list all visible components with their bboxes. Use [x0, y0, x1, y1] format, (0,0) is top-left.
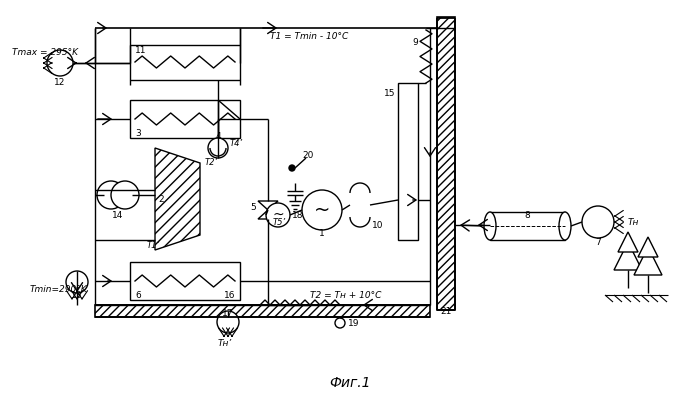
- Text: Tmin=290°K: Tmin=290°K: [30, 286, 87, 295]
- Text: ~: ~: [272, 208, 284, 222]
- Text: T1 = Tmin - 10°C: T1 = Tmin - 10°C: [270, 32, 348, 40]
- Text: T5’: T5’: [273, 217, 286, 227]
- Text: 13: 13: [71, 291, 82, 301]
- Polygon shape: [258, 210, 278, 219]
- Circle shape: [266, 203, 290, 227]
- Text: 8: 8: [524, 211, 530, 219]
- Text: Tн’: Tн’: [218, 339, 232, 348]
- Circle shape: [111, 181, 139, 209]
- Bar: [398, 83, 418, 240]
- Polygon shape: [614, 242, 642, 270]
- Polygon shape: [618, 232, 638, 252]
- Text: 12: 12: [55, 78, 66, 86]
- Text: T2’: T2’: [205, 158, 218, 166]
- Bar: [130, 45, 240, 80]
- Circle shape: [335, 318, 345, 328]
- Text: 18: 18: [292, 211, 303, 219]
- Text: 21: 21: [440, 308, 452, 316]
- Text: 2: 2: [158, 194, 164, 204]
- Circle shape: [208, 138, 228, 158]
- Bar: [490, 212, 565, 240]
- Text: 4: 4: [215, 131, 221, 141]
- Circle shape: [582, 206, 614, 238]
- Bar: [130, 100, 240, 138]
- Text: 14: 14: [113, 211, 124, 219]
- Circle shape: [217, 311, 239, 333]
- Text: 17: 17: [222, 310, 233, 318]
- Bar: [437, 17, 455, 310]
- Ellipse shape: [559, 212, 571, 240]
- Text: ~: ~: [314, 200, 330, 219]
- Text: T4’: T4’: [230, 139, 243, 147]
- Bar: [130, 262, 240, 300]
- Polygon shape: [638, 237, 658, 257]
- Circle shape: [47, 50, 73, 76]
- Text: 5: 5: [250, 202, 256, 211]
- Text: 1: 1: [319, 228, 325, 238]
- Text: 3: 3: [135, 128, 140, 137]
- Circle shape: [302, 190, 342, 230]
- Text: Tmax = 295°K: Tmax = 295°K: [12, 48, 78, 57]
- Text: 16: 16: [224, 291, 235, 299]
- Polygon shape: [258, 201, 278, 210]
- Text: Tн: Tн: [628, 217, 640, 227]
- Ellipse shape: [484, 212, 496, 240]
- Text: 20: 20: [302, 150, 313, 160]
- Circle shape: [66, 271, 88, 293]
- Polygon shape: [634, 247, 662, 275]
- Polygon shape: [155, 148, 200, 250]
- Circle shape: [289, 165, 295, 171]
- Text: Фиг.1: Фиг.1: [329, 376, 370, 390]
- Text: 15: 15: [384, 88, 395, 97]
- Text: 7: 7: [595, 238, 601, 246]
- Text: 9: 9: [412, 38, 418, 46]
- Text: 6: 6: [135, 291, 140, 299]
- Text: 10: 10: [372, 221, 384, 230]
- Text: T2 = Tн + 10°C: T2 = Tн + 10°C: [310, 291, 382, 301]
- Text: 11: 11: [135, 46, 147, 55]
- Text: 19: 19: [348, 318, 359, 327]
- Text: T1’: T1’: [147, 240, 160, 249]
- Circle shape: [97, 181, 125, 209]
- Bar: [95, 305, 430, 317]
